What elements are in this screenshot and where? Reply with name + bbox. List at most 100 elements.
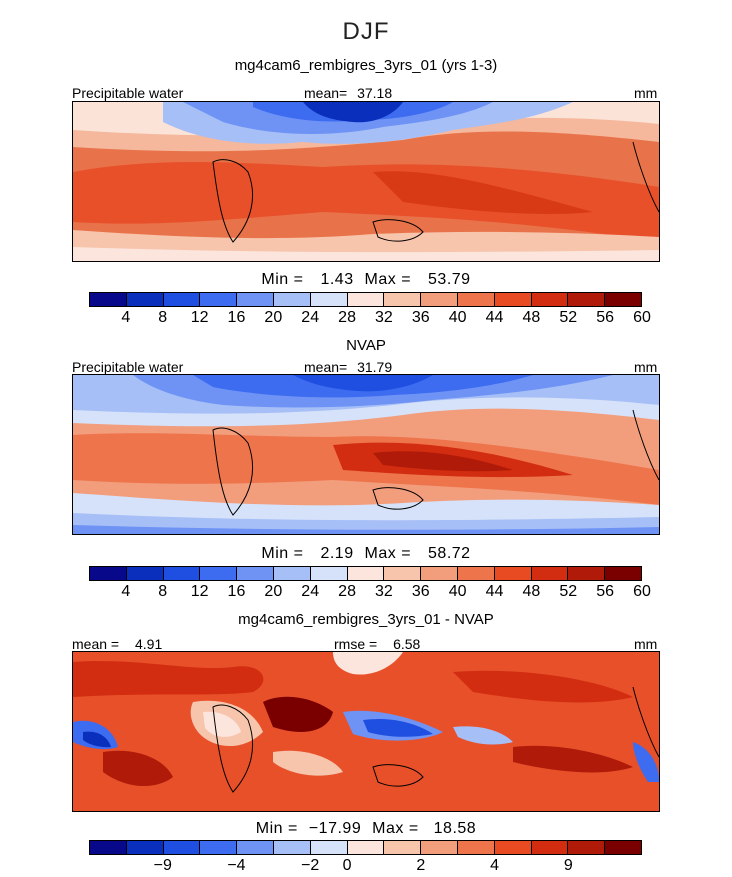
panel3-mean-label: mean = [72,636,120,652]
colorbar-swatch [384,567,422,580]
colorbar-swatch [310,293,348,306]
colorbar-swatch [90,567,127,580]
colorbar-tick-label: 8 [158,583,168,600]
colorbar-swatch [237,567,274,580]
colorbar-swatch [531,293,569,306]
panel2-colorbar-ticks: 4 8 12 16 20 24 28 32 36 40 44 48 52 56 60 [89,583,650,603]
colorbar-tick-label: 20 [264,309,283,326]
colorbar-tick-label: 52 [559,309,578,326]
colorbar-swatch [605,567,641,580]
colorbar-tick-label: 32 [375,583,393,600]
colorbar-tick-label: 24 [301,309,320,326]
colorbar-tick-label: 28 [338,309,356,326]
panel1-min-value: 1.43 [320,271,354,288]
colorbar-swatch [163,567,201,580]
colorbar-tick-label: 40 [448,583,467,600]
colorbar-tick-label: 44 [485,583,504,600]
colorbar-tick-label: −2 [301,857,320,874]
colorbar-tick-label: 4 [121,583,131,600]
panel3-max-value: 18.58 [433,820,477,837]
panel3-title: mg4cam6_rembigres_3yrs_01 - NVAP [238,611,494,628]
panel1-colorbar [89,292,642,307]
colorbar-swatch [200,293,238,306]
colorbar-tick-label: 12 [190,583,209,600]
panel3-colorbar-ticks: −9 −4 −2 0 2 4 9 [89,857,642,877]
panel1-min-label: Min = [261,271,304,288]
colorbar-tick-label: 9 [563,857,573,874]
panel2-title: NVAP [346,337,386,354]
colorbar-swatch [347,293,385,306]
panel3-units: mm [634,636,658,652]
colorbar-swatch [273,841,311,854]
panel2-min-label: Min = [261,545,304,562]
colorbar-swatch [163,841,201,854]
panel2-min-value: 2.19 [320,545,354,562]
colorbar-tick-label: 36 [411,309,430,326]
colorbar-tick-label: 8 [158,309,168,326]
colorbar-tick-label: 4 [490,857,499,874]
panel1-minmax: Min = 1.43 Max = 53.79 [0,271,732,289]
panel3-colorbar [89,840,642,855]
colorbar-swatch [90,293,127,306]
colorbar-swatch [457,841,495,854]
colorbar-swatch [494,567,532,580]
colorbar-swatch [605,293,641,306]
colorbar-swatch [310,567,348,580]
colorbar-swatch [457,293,495,306]
panel1-colorbar-ticks: 4 8 12 16 20 24 28 32 36 40 44 48 52 56 60 [89,309,650,329]
colorbar-tick-label: 2 [416,857,426,874]
colorbar-swatch [384,841,422,854]
colorbar-tick-label: 28 [338,583,356,600]
colorbar-tick-label: 12 [190,309,209,326]
colorbar-swatch [90,841,127,854]
panel2-mean: mean= 31.79 [304,359,392,375]
panel1-variable-label: Precipitable water [72,85,184,101]
panel3-min-value: −17.99 [308,820,362,837]
colorbar-tick-label: 16 [227,309,246,326]
colorbar-tick-label: 48 [522,309,541,326]
colorbar-swatch [605,841,641,854]
panel3-rmse: rmse = 6.58 [334,636,420,652]
colorbar-swatch [237,841,274,854]
colorbar-tick-label: 60 [633,583,651,600]
colorbar-swatch [200,841,238,854]
panel2-mean-label: mean= [304,359,348,375]
colorbar-tick-label: 60 [633,309,651,326]
colorbar-swatch [421,293,458,306]
panel1-mean-value: 37.18 [357,85,393,101]
panel2-minmax: Min = 2.19 Max = 58.72 [0,545,732,563]
colorbar-swatch [126,293,164,306]
colorbar-tick-label: 52 [559,583,578,600]
panel2-mean-value: 31.79 [357,359,393,375]
colorbar-swatch [421,841,458,854]
colorbar-swatch [126,567,164,580]
colorbar-swatch [273,567,311,580]
colorbar-tick-label: 44 [485,309,504,326]
colorbar-tick-label: 16 [227,583,246,600]
panel1-units: mm [634,85,658,101]
colorbar-tick-label: −4 [227,857,246,874]
panel1-title: mg4cam6_rembigres_3yrs_01 (yrs 1-3) [234,57,498,74]
colorbar-swatch [347,567,385,580]
panel3-rmse-label: rmse = [334,636,378,652]
panel1-map-svg [73,102,659,261]
panel2-map-svg [73,375,659,534]
panel2-units: mm [634,359,658,375]
colorbar-tick-label: 32 [375,309,393,326]
colorbar-swatch [568,567,606,580]
panel1-mean: mean= 37.18 [304,85,392,101]
panel3-mean-value: 4.91 [134,636,163,652]
colorbar-tick-label: 0 [342,857,352,874]
colorbar-swatch [126,841,164,854]
colorbar-swatch [494,841,532,854]
colorbar-tick-label: 4 [121,309,131,326]
colorbar-tick-label: 48 [522,583,541,600]
colorbar-tick-label: −9 [153,857,172,874]
colorbar-swatch [273,293,311,306]
panel3-max-label: Max = [372,820,419,837]
panel2-max-value: 58.72 [428,545,471,562]
panel3-mean: mean = 4.91 [72,636,162,652]
colorbar-swatch [531,567,569,580]
colorbar-swatch [421,567,458,580]
colorbar-swatch [237,293,274,306]
